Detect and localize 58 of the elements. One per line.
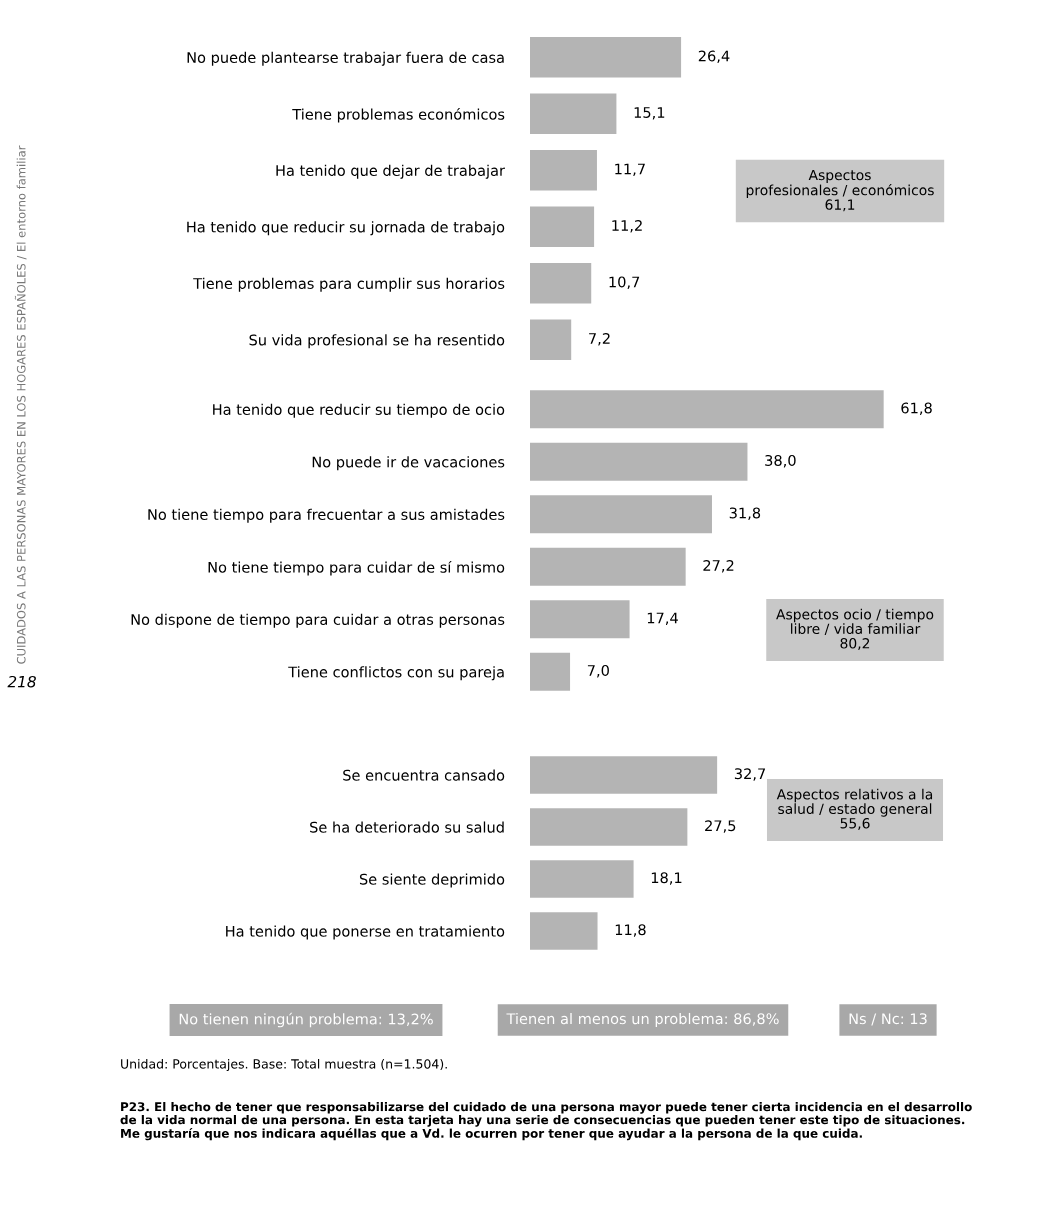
text: Tienen al menos un problema: 86,8% [506,1012,779,1028]
bar [530,93,617,135]
y-tick-label: No tiene tiempo para frecuentar a sus amistades [148,508,505,523]
y-tick-label: Su vida profesional se ha resentido [249,334,505,349]
bar [530,495,712,534]
bar [530,652,571,691]
bar [530,390,884,429]
data-label: 26,4 [698,50,730,63]
y-tick-label: Tiene conflictos con su pareja [288,666,504,681]
annotation: Aspectos ocio / tiempo libre / vida familiar 80,2 [776,608,934,650]
data-label: 38,0 [765,454,796,468]
y-tick-label: Ha tenido que reducir su jornada de trabajo [187,221,505,236]
bar [530,756,718,794]
y-tick-label: Se encuentra cansado [343,769,505,781]
bar [530,319,572,361]
data-label: 11,7 [615,163,645,176]
text: Aspectos relativos a la salud / estado general 55,6 [776,788,933,830]
y-tick-label: Ha tenido que dejar de trabajar [276,164,505,179]
y-tick-label: Se siente deprimido [359,873,505,888]
bar [530,600,630,639]
data-label: 11,2 [612,219,642,233]
y-tick-label: No tiene tiempo para cuidar de sí mismo [208,560,505,576]
bar [530,206,595,248]
data-label: 17,4 [647,612,678,625]
bar [530,442,748,481]
bar [530,547,686,586]
data-label: 11,8 [615,924,646,937]
text: Aspectos profesionales / económicos 61,1 [746,169,934,212]
y-tick-label: No puede ir de vacaciones [312,456,505,471]
bar [530,262,592,304]
y-tick-label: Tiene problemas para cumplir sus horarios [193,277,505,292]
y-tick-label: Ha tenido que reducir su tiempo de ocio [213,403,505,418]
bar [530,36,682,78]
y-tick-label: No dispone de tiempo para cuidar a otras personas [131,613,505,628]
data-label: 27,5 [705,820,736,833]
data-label: 32,7 [734,768,766,781]
bar [530,860,634,898]
bar [530,912,598,950]
bar [530,808,688,846]
data-label: 31,8 [729,507,761,520]
text: P23. El hecho de tener que responsabilizarse del cuidado de una persona mayor puede tener cierta incidencia en el desarrollo de la vida normal de una persona. En esta tarjeta hay una serie de consecuencias que pueden tener este tipo de situaciones. Me gustaría que nos indicara aquéllas que a Vd. le ocurren por tener que ayudar a la persona de la que cuida. [120,1102,972,1141]
y-tick-label: No puede plantearse trabajar fuera de casa [187,51,504,66]
data-label: 27,2 [703,559,734,573]
text: Ns / Nc: 13 [849,1013,927,1026]
data-label: 15,1 [634,107,665,120]
bar [530,149,597,191]
text: No tienen ningún problema: 13,2% [179,1012,433,1028]
data-label: 7,2 [589,332,610,346]
text: 218 [7,675,36,688]
y-tick-label: Ha tenido que ponerse en tratamiento [226,925,505,940]
y-tick-label: Se ha deteriorado su salud [310,821,504,833]
data-label: 10,7 [609,276,640,289]
text: Unidad: Porcentajes. Base: Total muestra (n=1.504). [121,1058,447,1072]
data-label: 61,8 [901,402,932,415]
data-label: 7,0 [587,664,609,678]
text: CUIDADOS A LAS PERSONAS MAYORES EN LOS HOGARES ESPAÑOLES / El entorno familiar [14,145,27,664]
y-tick-label: Tiene problemas económicos [292,107,505,123]
data-label: 18,1 [651,872,682,885]
